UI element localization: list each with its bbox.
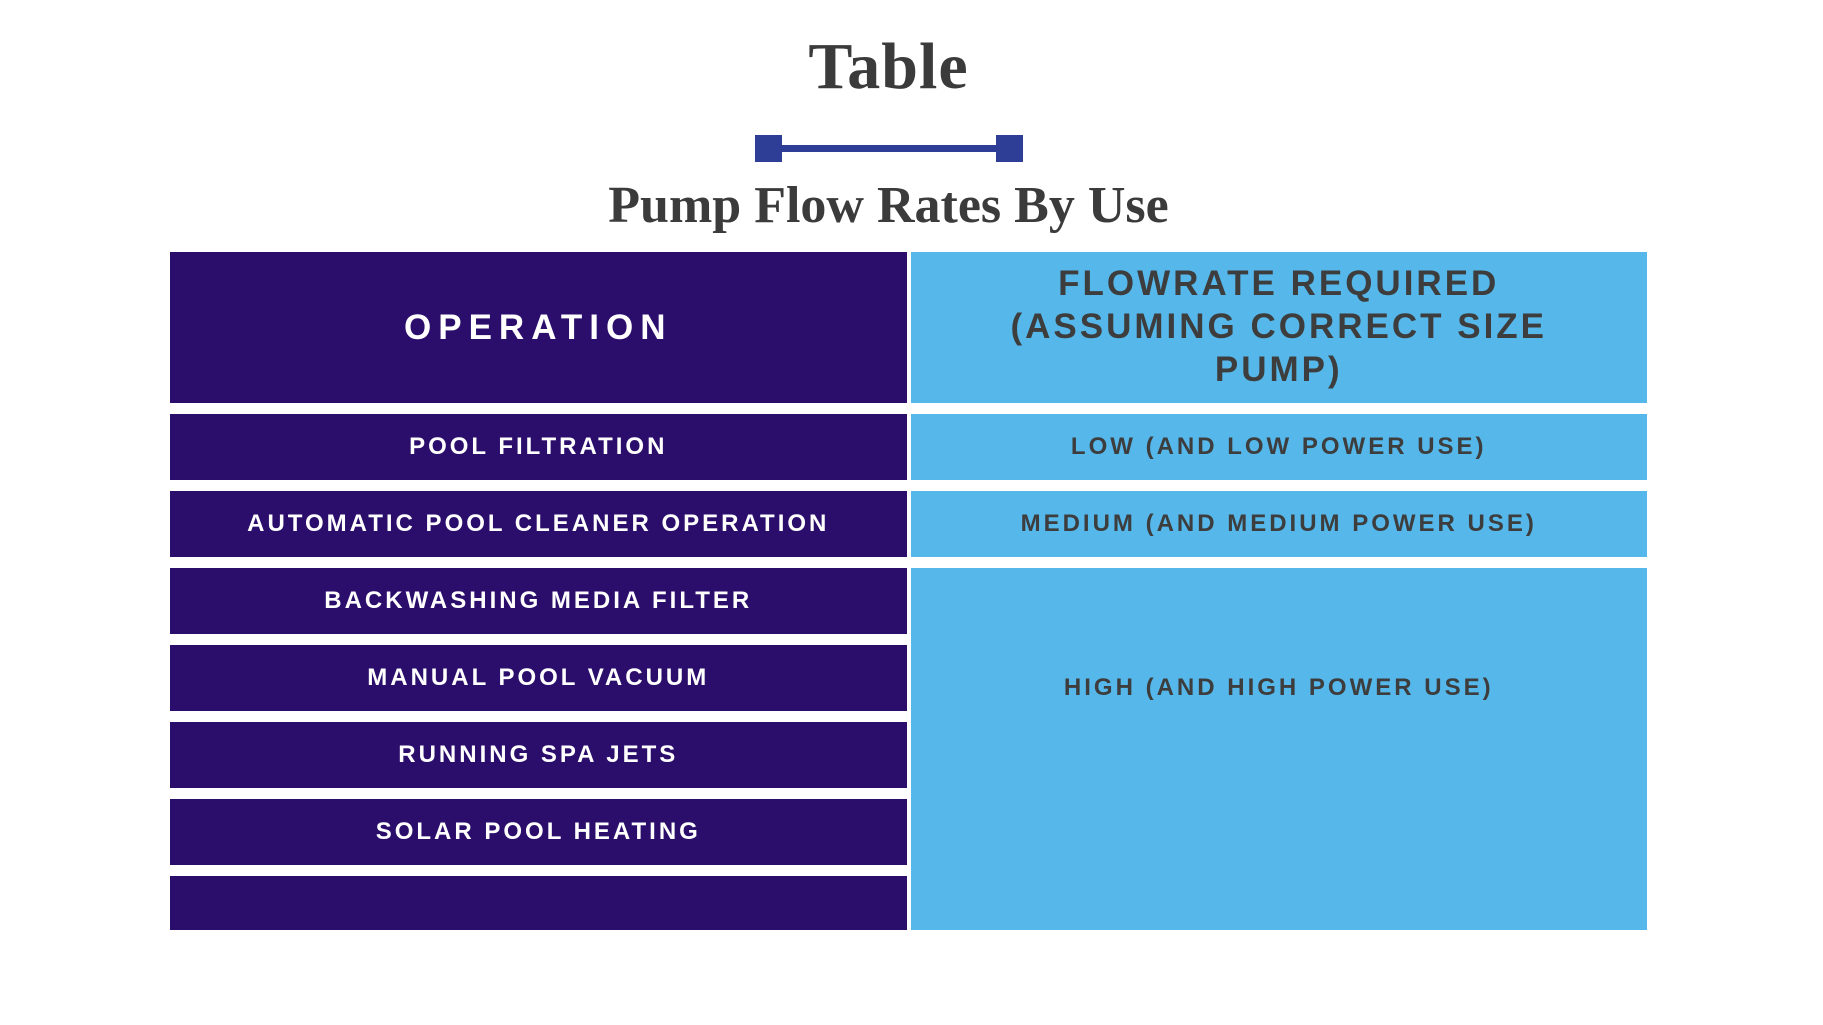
table-row-operation-pool-filtration: POOL FILTRATION <box>170 414 907 480</box>
table-row-operation-empty <box>170 876 907 930</box>
column-header-flowrate-text: FLOWRATE REQUIRED (ASSUMING CORRECT SIZE… <box>1010 264 1548 389</box>
table-merged-cell-flowrate-high: HIGH (AND HIGH POWER USE) <box>910 568 1647 930</box>
divider-right-square-icon <box>995 135 1023 162</box>
page-title: Table <box>808 30 969 103</box>
divider-left-square-icon <box>754 135 782 162</box>
table-row-operation-solar-pool-heating: SOLAR POOL HEATING <box>170 799 907 865</box>
table-row-operation-manual-pool-vacuum: MANUAL POOL VACUUM <box>170 645 907 711</box>
chart-subtitle: Pump Flow Rates By Use <box>608 177 1169 234</box>
table-row-operation-running-spa-jets: RUNNING SPA JETS <box>170 722 907 788</box>
pump-flow-table: OPERATION FLOWRATE REQUIRED (ASSUMING CO… <box>170 252 1647 930</box>
table-row-flowrate-medium: MEDIUM (AND MEDIUM POWER USE) <box>910 491 1647 557</box>
header: Table Pump Flow Rates By Use <box>150 0 1627 236</box>
column-header-flowrate: FLOWRATE REQUIRED (ASSUMING CORRECT SIZE… <box>910 252 1647 403</box>
table-row-flowrate-low: LOW (AND LOW POWER USE) <box>910 414 1647 480</box>
column-header-operation: OPERATION <box>170 252 907 403</box>
divider-bar <box>781 145 996 152</box>
table-row-operation-backwashing-media-filter: BACKWASHING MEDIA FILTER <box>170 568 907 634</box>
title-divider <box>754 135 1023 162</box>
table-row-operation-automatic-pool-cleaner: AUTOMATIC POOL CLEANER OPERATION <box>170 491 907 557</box>
